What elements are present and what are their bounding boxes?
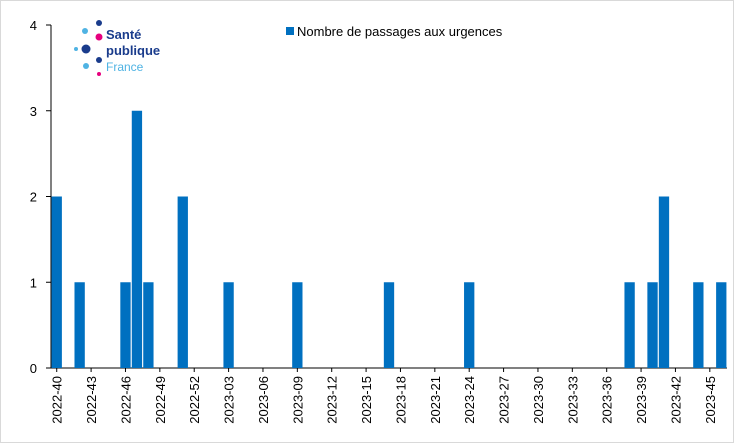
x-tick-label: 2023-21: [428, 376, 443, 424]
bar: [143, 282, 154, 368]
x-tick-label: 2023-06: [256, 376, 271, 424]
x-tick-label: 2023-39: [634, 376, 649, 424]
y-tick-label: 3: [30, 104, 37, 119]
y-tick-label: 4: [30, 18, 37, 33]
x-tick-label: 2023-18: [393, 376, 408, 424]
x-tick-label: 2023-42: [668, 376, 683, 424]
x-tick-label: 2023-03: [222, 376, 237, 424]
y-tick-label: 1: [30, 275, 37, 290]
legend-label: Nombre de passages aux urgences: [297, 24, 503, 39]
x-tick-label: 2022-40: [50, 376, 65, 424]
x-tick-label: 2023-27: [497, 376, 512, 424]
logo: Santé publique France: [74, 20, 160, 76]
bar: [74, 282, 85, 368]
x-tick-label: 2023-30: [531, 376, 546, 424]
bar: [223, 282, 234, 368]
bar: [624, 282, 635, 368]
x-tick-label: 2023-09: [290, 376, 305, 424]
logo-text: publique: [106, 43, 160, 58]
bar: [464, 282, 475, 368]
y-tick-label: 2: [30, 190, 37, 205]
bar: [658, 196, 670, 368]
x-tick-label: 2023-24: [462, 376, 477, 424]
bar: [383, 282, 395, 368]
bar: [131, 110, 143, 368]
bar: [693, 282, 704, 368]
x-tick-label: 2023-36: [600, 376, 615, 424]
x-tick-label: 2023-15: [359, 376, 374, 424]
x-tick-label: 2022-43: [84, 376, 99, 424]
legend-swatch: [286, 27, 294, 35]
bar: [177, 196, 188, 368]
bar: [51, 196, 62, 368]
bar: [647, 282, 658, 368]
y-tick-label: 0: [30, 361, 37, 376]
x-tick-label: 2022-49: [153, 376, 168, 424]
x-tick-label: 2022-52: [187, 376, 202, 424]
x-tick-label: 2022-46: [118, 376, 133, 424]
bar: [120, 282, 131, 368]
logo-text: Santé: [106, 27, 141, 42]
bar: [292, 282, 303, 368]
x-tick-label: 2023-12: [325, 376, 340, 424]
bar: [716, 282, 727, 368]
x-tick-label: 2023-45: [703, 376, 718, 424]
logo-text: France: [106, 60, 144, 74]
x-tick-label: 2023-33: [565, 376, 580, 424]
